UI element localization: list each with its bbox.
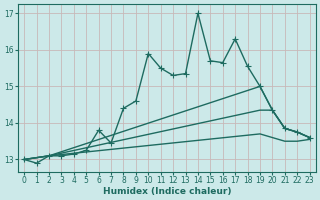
X-axis label: Humidex (Indice chaleur): Humidex (Indice chaleur) (103, 187, 231, 196)
